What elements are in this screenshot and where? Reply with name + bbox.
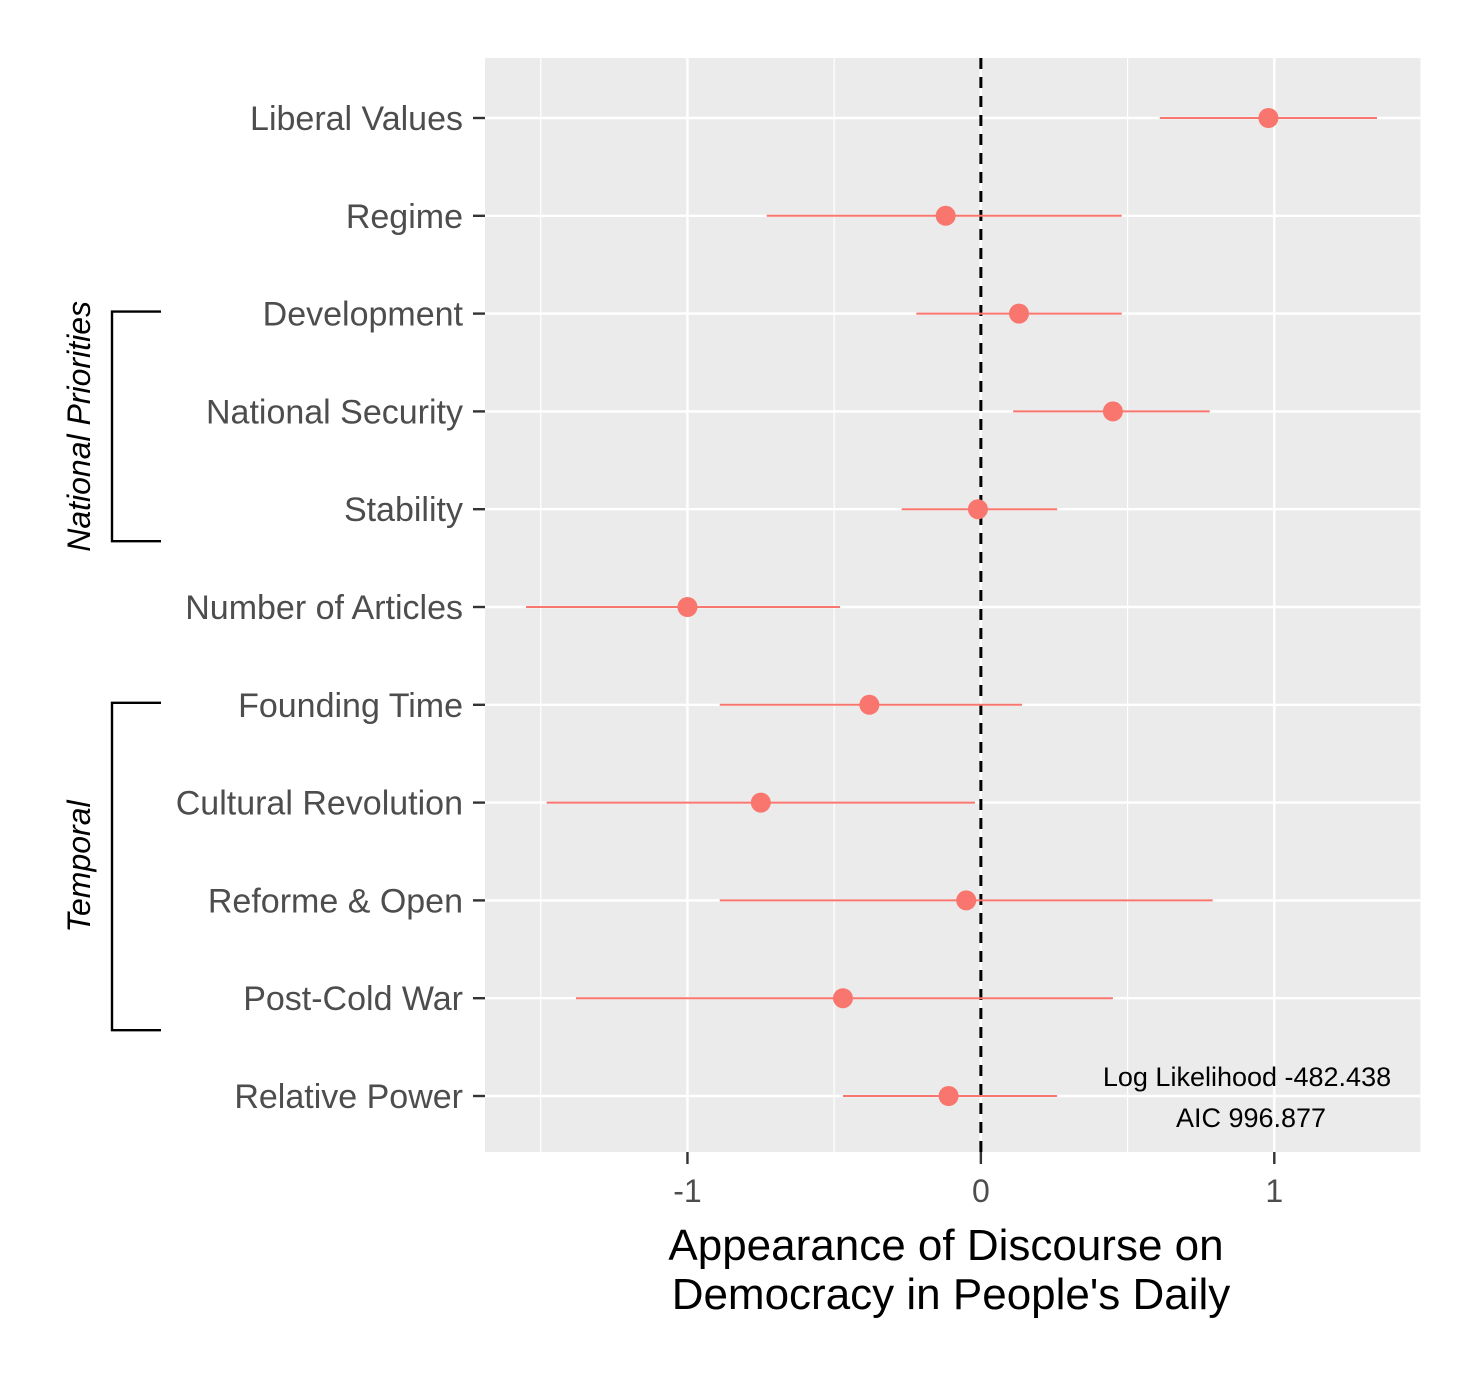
y-tick-label: Reforme & Open	[208, 882, 463, 920]
coefficient-row	[575, 988, 1113, 1009]
coefficient-row	[719, 890, 1213, 911]
coefficient-row	[766, 205, 1122, 226]
group-label: Temporal	[61, 800, 97, 933]
y-tick-label: National Security	[206, 393, 463, 431]
coefficient-row	[719, 694, 1022, 715]
x-axis-title-line-1: Appearance of Discourse on	[668, 1221, 1223, 1270]
point-estimate	[1102, 401, 1123, 422]
annotation-aic: AIC 996.877	[1176, 1103, 1326, 1133]
x-axis: -1 0 1	[673, 1152, 1283, 1209]
annotation-log-likelihood: Log Likelihood -482.438	[1103, 1062, 1391, 1092]
y-tick-label: Post-Cold War	[243, 980, 463, 1018]
point-estimate	[750, 792, 771, 813]
bracket-line	[110, 310, 161, 543]
point-estimate	[859, 694, 880, 715]
group-bracket: National Priorities	[61, 301, 161, 552]
plot-panel	[485, 58, 1421, 1152]
bracket-line	[110, 701, 161, 1032]
y-axis: Liberal Values Regime Development National …	[176, 100, 485, 1116]
group-brackets: National Priorities Temporal	[61, 301, 161, 1032]
group-label: National Priorities	[61, 301, 97, 552]
coefficient-row	[916, 303, 1122, 324]
y-tick-label: Number of Articles	[185, 589, 463, 627]
point-estimate	[935, 205, 956, 226]
point-estimate	[938, 1086, 959, 1106]
point-estimate	[1258, 108, 1279, 128]
x-axis-title-line-2: Democracy in People's Daily	[672, 1270, 1231, 1319]
point-estimate	[832, 988, 853, 1009]
x-tick-label: 1	[1265, 1173, 1283, 1209]
x-tick-label: 0	[972, 1173, 990, 1209]
coefficient-row	[1013, 401, 1210, 422]
x-tick-label: -1	[673, 1173, 701, 1209]
y-tick-label: Development	[263, 296, 464, 334]
point-estimate	[956, 890, 977, 911]
coefficient-row	[842, 1086, 1058, 1106]
coefficient-row	[526, 597, 841, 617]
point-estimate	[967, 499, 988, 520]
y-tick-label: Regime	[346, 198, 463, 236]
y-tick-label: Cultural Revolution	[176, 785, 463, 823]
point-estimate	[677, 597, 698, 617]
y-tick-label: Founding Time	[238, 687, 463, 725]
coefficient-row	[901, 499, 1058, 520]
coefficient-row	[1159, 108, 1377, 128]
y-tick-label: Stability	[344, 491, 463, 529]
group-bracket: Temporal	[61, 701, 161, 1032]
y-tick-label: Relative Power	[234, 1078, 463, 1116]
point-estimate	[1009, 303, 1030, 324]
coefficient-row	[546, 792, 976, 813]
y-tick-label: Liberal Values	[250, 100, 463, 138]
coefficient-marks	[526, 108, 1377, 1106]
